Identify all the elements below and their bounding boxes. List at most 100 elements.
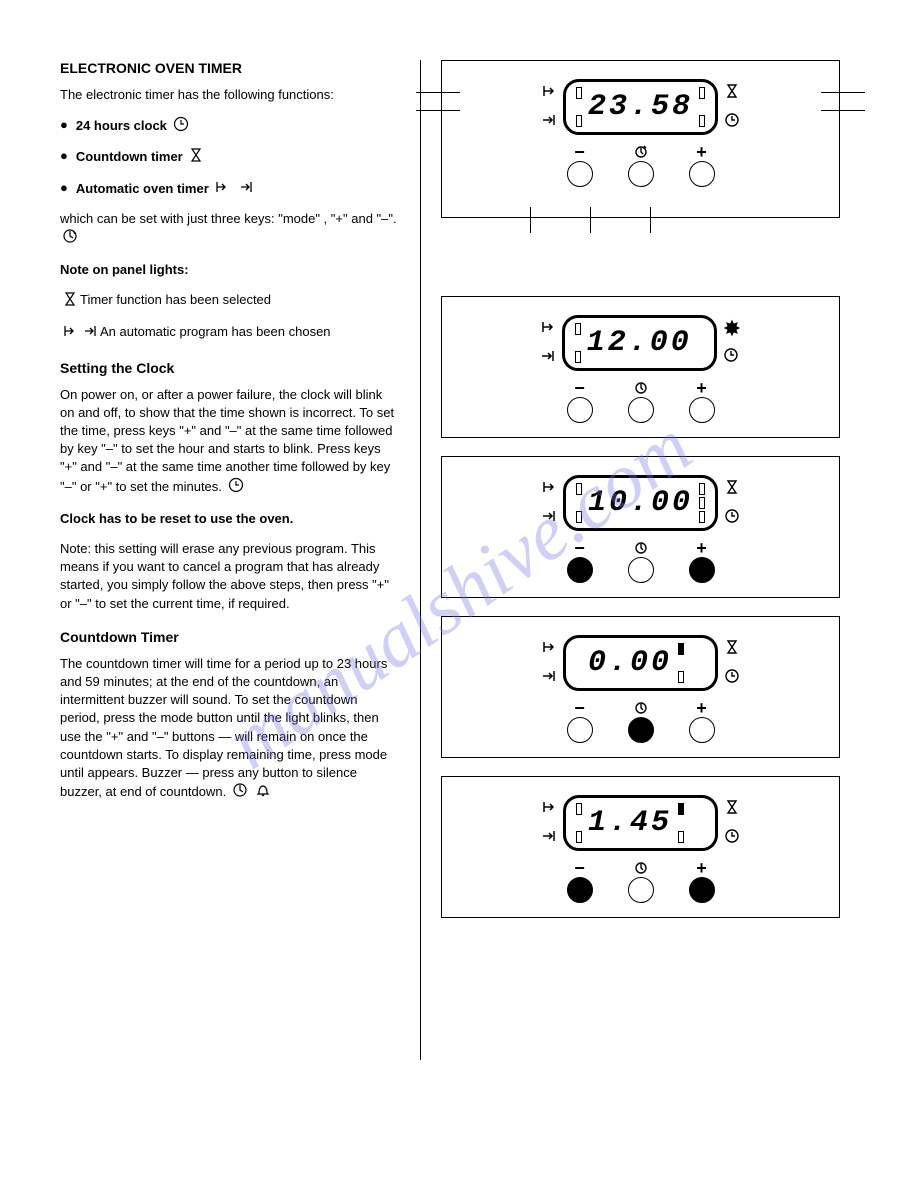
start-arrow-icon <box>540 319 556 338</box>
notes-list: Timer function has been selected An auto… <box>60 291 400 343</box>
panel-step-4: 1.45 − + <box>441 776 840 918</box>
right-column: 23.58 − <box>420 60 840 1060</box>
countdown-title: Countdown Timer <box>60 629 400 645</box>
segment <box>576 831 582 843</box>
right-indicator-icons <box>724 639 740 687</box>
minus-button-group: − <box>567 143 593 187</box>
plus-button[interactable] <box>689 557 715 583</box>
end-arrow-icon <box>540 348 556 367</box>
feature-label: Automatic oven timer <box>76 181 209 196</box>
panel-step-3: 0.00 − + <box>441 616 840 758</box>
minus-label: − <box>574 379 585 397</box>
mode-label <box>633 699 649 717</box>
plus-button[interactable] <box>689 397 715 423</box>
segment-block-right <box>699 87 705 127</box>
after-features-para: which can be set with just three keys: "… <box>60 210 400 249</box>
plus-label: + <box>696 699 707 717</box>
button-row: − + <box>466 699 815 743</box>
minus-button[interactable] <box>567 557 593 583</box>
lcd-display: 23.58 <box>563 79 718 135</box>
start-arrow-icon <box>214 179 230 200</box>
hourglass-icon <box>724 639 740 658</box>
start-arrow-icon <box>541 479 557 498</box>
clock-icon <box>723 347 741 366</box>
lcd-display: 10.00 <box>563 475 718 531</box>
left-indicator-icons <box>540 319 556 367</box>
feature-label: Countdown timer <box>76 149 183 164</box>
countdown-para: The countdown timer will time for a peri… <box>60 655 400 804</box>
mode-icon <box>232 782 248 803</box>
lcd-display: 1.45 <box>563 795 718 851</box>
segment-block-left <box>576 483 582 523</box>
feature-label: 24 hours clock <box>76 118 167 133</box>
minus-button[interactable] <box>567 161 593 187</box>
minus-button[interactable] <box>567 877 593 903</box>
end-arrow-icon <box>82 323 98 344</box>
clock-icon <box>724 828 740 847</box>
end-arrow-icon <box>238 179 254 200</box>
mode-button[interactable] <box>628 397 654 423</box>
segment <box>576 115 582 127</box>
display-digits: 12.00 <box>587 326 692 360</box>
two-column-layout: ELECTRONIC OVEN TIMER The electronic tim… <box>60 60 858 1060</box>
lcd-display: 12.00 <box>562 315 717 371</box>
segment <box>576 483 582 495</box>
panel-top-row: 1.45 <box>466 795 815 851</box>
bullet: ● <box>60 179 68 200</box>
display-digits: 10.00 <box>588 486 693 520</box>
feature-list: ● 24 hours clock ● Countdown timer <box>60 116 400 200</box>
note-panel-lights: Note on panel lights: <box>60 261 400 279</box>
end-arrow-icon <box>541 828 557 847</box>
plus-button[interactable] <box>689 877 715 903</box>
panel-top-row: 10.00 <box>466 475 815 531</box>
callout-line <box>590 207 591 233</box>
mode-label <box>633 379 649 397</box>
panel-main: 23.58 − <box>441 60 840 218</box>
mode-button[interactable] <box>628 161 654 187</box>
plus-button[interactable] <box>689 161 715 187</box>
mode-button-group <box>628 143 654 187</box>
end-arrow-icon <box>541 508 557 527</box>
callout-line <box>821 92 865 93</box>
setting-note-text: Note: this setting will erase any previo… <box>60 541 389 611</box>
segment-block-left <box>575 323 581 363</box>
bell-icon <box>255 782 271 803</box>
callout-line <box>416 110 460 111</box>
segment <box>699 87 705 99</box>
mode-label <box>633 539 649 557</box>
button-row: − + <box>466 379 815 423</box>
segment <box>576 87 582 99</box>
note-bold: Note on panel lights: <box>60 262 189 277</box>
mode-button[interactable] <box>628 557 654 583</box>
bullet: ● <box>60 116 68 137</box>
hourglass-icon <box>724 479 740 498</box>
mode-button[interactable] <box>628 877 654 903</box>
segment <box>678 803 684 815</box>
feature-item: ● Automatic oven timer <box>60 179 400 200</box>
end-arrow-icon <box>541 112 557 131</box>
button-row: − + <box>466 859 815 903</box>
start-arrow-icon <box>62 323 78 344</box>
setting-para-2: Clock has to be reset to use the oven. <box>60 510 400 528</box>
feature-item: ● Countdown timer <box>60 147 400 168</box>
minus-button[interactable] <box>567 717 593 743</box>
plus-label: + <box>696 379 707 397</box>
minus-button[interactable] <box>567 397 593 423</box>
plus-button[interactable] <box>689 717 715 743</box>
button-row: − + <box>466 539 815 583</box>
segment <box>575 323 581 335</box>
segment-block-left <box>576 87 582 127</box>
note-text: An automatic program has been chosen <box>100 323 331 344</box>
right-indicator-icons: ✸ <box>723 321 741 366</box>
end-arrow-icon <box>541 668 557 687</box>
segment <box>576 803 582 815</box>
button-row: − + <box>466 143 815 187</box>
mode-button[interactable] <box>628 717 654 743</box>
mode-label <box>633 143 649 161</box>
clock-icon <box>724 668 740 687</box>
segment-block-left <box>576 803 582 843</box>
panel-step-1: 12.00 ✸ − + <box>441 296 840 438</box>
callout-line <box>821 110 865 111</box>
intro-paragraph: The electronic timer has the following f… <box>60 86 400 104</box>
left-column: ELECTRONIC OVEN TIMER The electronic tim… <box>60 60 420 1060</box>
